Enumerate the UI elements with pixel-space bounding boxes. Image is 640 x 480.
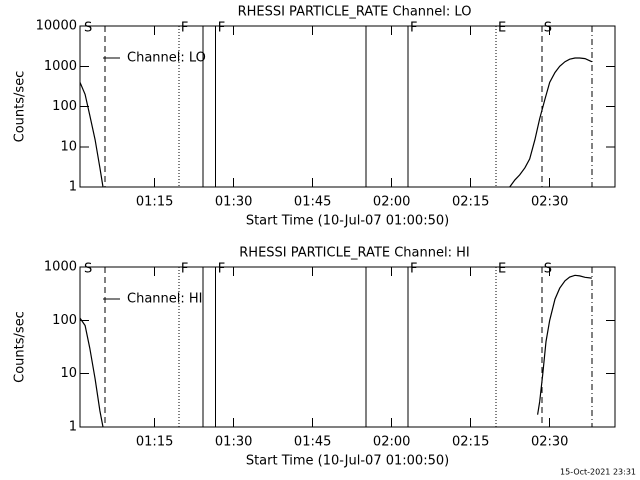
x-tick-label: 01:30 [215, 435, 252, 450]
event-flag: S [544, 262, 552, 277]
footer: 15-Oct-2021 23:31 [560, 468, 636, 477]
x-axis-label: Start Time (10-Jul-07 01:00:50) [246, 214, 449, 229]
x-tick-label: 01:30 [215, 195, 252, 210]
y-tick-label: 10 [60, 366, 77, 381]
x-tick-label: 01:45 [294, 195, 331, 210]
y-tick-label: 10 [60, 139, 77, 154]
data-line [79, 274, 592, 428]
y-axis-label: Counts/sec [13, 311, 28, 383]
x-tick-label: 02:30 [531, 435, 568, 450]
event-flag: F [181, 21, 188, 36]
y-tick-label: 100 [52, 313, 77, 328]
y-tick-label: 100 [52, 99, 77, 114]
y-tick-label: 1 [69, 420, 77, 435]
x-axis-label: Start Time (10-Jul-07 01:00:50) [246, 454, 449, 469]
legend-label: Channel: LO [127, 51, 206, 66]
chart-title: RHESSI PARTICLE_RATE Channel: HI [239, 246, 469, 261]
plot-frame [79, 266, 616, 428]
x-tick-label: 02:15 [452, 195, 489, 210]
event-flag: F [218, 21, 225, 36]
x-tick-label: 02:00 [373, 435, 410, 450]
x-tick-label: 02:30 [531, 195, 568, 210]
x-tick-label: 01:15 [136, 195, 173, 210]
event-flag: F [410, 262, 417, 277]
y-tick-label: 1 [69, 180, 77, 195]
x-tick-label: 02:15 [452, 435, 489, 450]
plot-frame [79, 25, 616, 188]
y-tick-label: 10000 [36, 19, 77, 34]
y-tick-label: 1000 [44, 59, 77, 74]
event-flag: S [84, 262, 92, 277]
event-flag: S [84, 21, 92, 36]
event-flag: S [544, 21, 552, 36]
x-tick-label: 02:00 [373, 195, 410, 210]
x-tick-label: 01:15 [136, 435, 173, 450]
chart-title: RHESSI PARTICLE_RATE Channel: LO [238, 5, 472, 20]
x-tick-label: 01:45 [294, 435, 331, 450]
legend-label: Channel: HI [127, 292, 203, 307]
event-flag: E [498, 21, 506, 36]
event-flag: E [498, 262, 506, 277]
event-flag: F [218, 262, 225, 277]
event-flag: F [410, 21, 417, 36]
y-tick-label: 1000 [44, 260, 77, 275]
y-axis-label: Counts/sec [13, 71, 28, 143]
event-flag: F [181, 262, 188, 277]
data-line [79, 57, 593, 188]
